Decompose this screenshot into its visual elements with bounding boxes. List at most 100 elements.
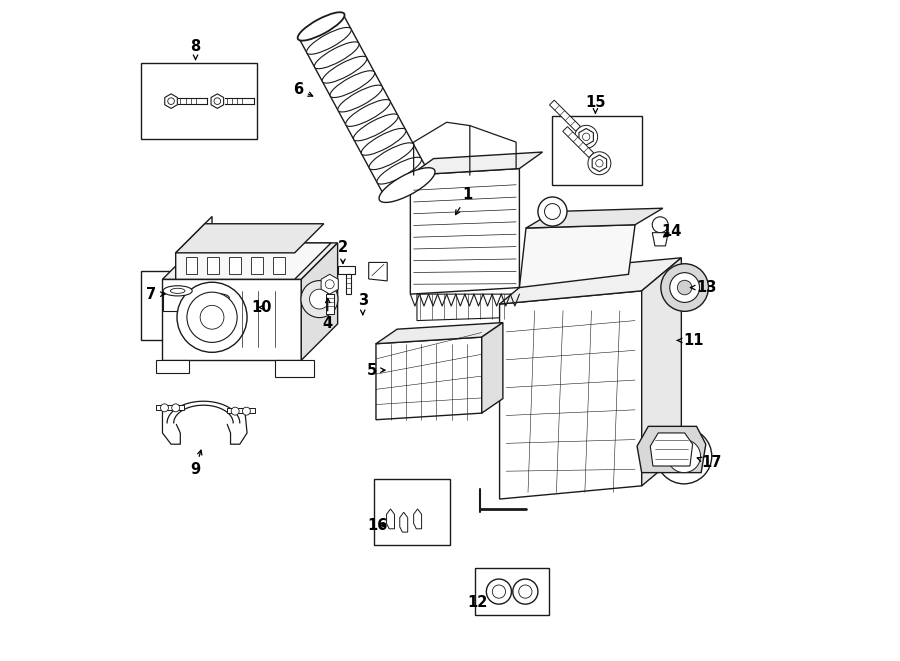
Circle shape bbox=[668, 440, 700, 473]
Bar bbox=[141, 271, 257, 340]
Text: 9: 9 bbox=[191, 450, 202, 477]
Text: 1: 1 bbox=[455, 188, 473, 215]
Polygon shape bbox=[274, 360, 314, 377]
Text: 4: 4 bbox=[323, 298, 333, 331]
Polygon shape bbox=[386, 509, 394, 529]
Polygon shape bbox=[400, 512, 408, 532]
Text: 13: 13 bbox=[690, 280, 716, 295]
Text: 2: 2 bbox=[338, 241, 348, 264]
Polygon shape bbox=[156, 405, 184, 410]
Circle shape bbox=[575, 126, 598, 148]
Circle shape bbox=[167, 98, 175, 104]
Polygon shape bbox=[369, 262, 387, 281]
Polygon shape bbox=[414, 509, 421, 529]
Polygon shape bbox=[519, 225, 635, 288]
Polygon shape bbox=[637, 426, 706, 473]
Ellipse shape bbox=[170, 288, 184, 293]
Polygon shape bbox=[205, 297, 230, 314]
Polygon shape bbox=[156, 360, 189, 373]
Polygon shape bbox=[500, 291, 642, 499]
Ellipse shape bbox=[314, 42, 359, 69]
Ellipse shape bbox=[379, 168, 435, 202]
Polygon shape bbox=[651, 433, 693, 466]
Bar bbox=[475, 568, 549, 615]
Polygon shape bbox=[346, 274, 351, 294]
Polygon shape bbox=[592, 155, 607, 172]
Polygon shape bbox=[176, 223, 324, 253]
Bar bbox=[251, 256, 263, 274]
Bar bbox=[374, 479, 450, 545]
Polygon shape bbox=[165, 94, 177, 108]
Circle shape bbox=[160, 404, 168, 412]
Ellipse shape bbox=[298, 13, 345, 40]
Bar bbox=[207, 256, 220, 274]
Ellipse shape bbox=[163, 286, 193, 296]
Ellipse shape bbox=[299, 13, 344, 40]
Polygon shape bbox=[338, 266, 355, 274]
Ellipse shape bbox=[322, 56, 367, 83]
Circle shape bbox=[596, 159, 603, 167]
Polygon shape bbox=[642, 258, 681, 486]
Polygon shape bbox=[410, 169, 519, 294]
Ellipse shape bbox=[205, 293, 230, 302]
Polygon shape bbox=[176, 216, 331, 279]
Ellipse shape bbox=[163, 305, 193, 316]
Bar bbox=[185, 256, 197, 274]
Circle shape bbox=[187, 292, 238, 342]
Circle shape bbox=[200, 305, 224, 329]
Polygon shape bbox=[652, 233, 668, 246]
Circle shape bbox=[544, 204, 561, 219]
Polygon shape bbox=[562, 127, 594, 157]
Text: 14: 14 bbox=[662, 224, 681, 239]
Polygon shape bbox=[482, 323, 503, 413]
Polygon shape bbox=[163, 291, 193, 311]
Polygon shape bbox=[227, 408, 255, 413]
Bar bbox=[230, 256, 241, 274]
Circle shape bbox=[214, 98, 220, 104]
Polygon shape bbox=[417, 294, 516, 321]
Text: 12: 12 bbox=[468, 596, 488, 610]
Polygon shape bbox=[163, 279, 302, 360]
Circle shape bbox=[231, 407, 239, 415]
Text: 8: 8 bbox=[191, 39, 201, 59]
Polygon shape bbox=[376, 337, 482, 420]
Polygon shape bbox=[376, 323, 503, 344]
Text: 7: 7 bbox=[146, 287, 165, 301]
Ellipse shape bbox=[678, 280, 692, 295]
Polygon shape bbox=[410, 152, 543, 175]
Polygon shape bbox=[321, 274, 338, 294]
Ellipse shape bbox=[212, 295, 223, 300]
Circle shape bbox=[588, 152, 611, 175]
Circle shape bbox=[486, 579, 511, 604]
Text: 11: 11 bbox=[677, 333, 704, 348]
Circle shape bbox=[652, 217, 668, 233]
Polygon shape bbox=[163, 243, 338, 279]
Circle shape bbox=[656, 428, 712, 484]
Ellipse shape bbox=[361, 128, 406, 155]
Ellipse shape bbox=[307, 28, 351, 54]
Text: 17: 17 bbox=[698, 455, 721, 470]
Ellipse shape bbox=[377, 157, 421, 184]
Polygon shape bbox=[579, 128, 593, 145]
Ellipse shape bbox=[661, 264, 708, 311]
Ellipse shape bbox=[330, 71, 374, 98]
Ellipse shape bbox=[670, 272, 699, 303]
Ellipse shape bbox=[384, 172, 429, 198]
Text: 10: 10 bbox=[251, 300, 272, 315]
Circle shape bbox=[172, 404, 180, 412]
Text: 16: 16 bbox=[367, 518, 388, 533]
Circle shape bbox=[492, 585, 506, 598]
Ellipse shape bbox=[369, 143, 414, 170]
Text: 15: 15 bbox=[585, 95, 606, 113]
Circle shape bbox=[177, 282, 248, 352]
Polygon shape bbox=[500, 258, 681, 304]
Polygon shape bbox=[326, 293, 334, 314]
Bar bbox=[553, 116, 642, 185]
Circle shape bbox=[513, 579, 538, 604]
Ellipse shape bbox=[205, 310, 230, 319]
Circle shape bbox=[582, 133, 590, 141]
Polygon shape bbox=[526, 208, 662, 228]
Circle shape bbox=[325, 280, 334, 289]
Text: 6: 6 bbox=[292, 82, 312, 97]
Circle shape bbox=[242, 407, 250, 415]
